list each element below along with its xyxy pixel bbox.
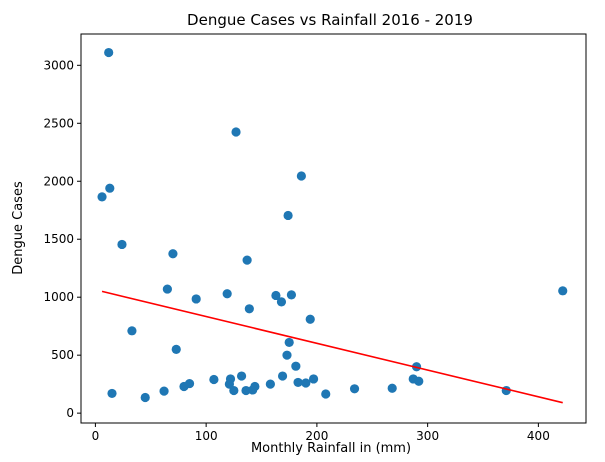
chart-title: Dengue Cases vs Rainfall 2016 - 2019 [187,11,473,29]
data-point-24 [244,304,254,314]
data-point-13 [184,378,195,389]
data-point-9 [162,284,172,294]
x-tick-label-100: 100 [195,429,218,443]
data-point-41 [321,389,331,399]
plot-area [97,47,568,404]
data-point-35 [291,361,301,371]
y-tick-label-500: 500 [51,348,74,362]
data-point-18 [225,374,236,384]
y-tick-label-2500: 2500 [43,116,74,130]
data-point-16 [222,289,232,299]
data-point-33 [284,337,294,348]
data-point-29 [276,297,287,307]
data-point-1 [97,192,107,202]
data-point-30 [277,371,288,381]
data-point-36 [293,377,303,388]
data-point-21 [236,371,247,381]
x-tick-label-400: 400 [527,429,550,443]
data-point-39 [305,314,315,324]
data-point-40 [308,374,319,384]
y-axis: 0 500 1000 1500 2000 2500 3000 [43,58,81,420]
x-tick-label-300: 300 [416,429,439,443]
data-point-26 [250,381,260,392]
y-tick-label-3000: 3000 [43,58,74,72]
data-point-5 [117,239,127,250]
y-tick-label-2000: 2000 [43,174,74,188]
data-point-20 [231,127,241,137]
data-point-19 [229,385,239,396]
data-point-43 [387,383,397,393]
data-point-6 [127,326,137,336]
x-tick-label-200: 200 [305,429,328,443]
y-axis-label: Dengue Cases [11,181,26,275]
data-point-22 [241,385,251,396]
data-point-28 [271,290,281,301]
y-tick-label-1000: 1000 [43,290,74,304]
data-point-7 [140,392,150,403]
x-axis-label: Monthly Rainfall in (mm) [251,441,411,456]
data-point-11 [171,344,181,354]
x-tick-label-0: 0 [92,429,100,443]
plot-frame [80,33,587,424]
data-point-42 [349,384,360,394]
data-point-15 [209,374,219,385]
data-point-31 [282,350,292,360]
data-point-3 [105,183,115,193]
data-point-4 [107,388,117,399]
data-point-46 [414,376,424,386]
data-point-48 [558,286,568,296]
x-axis: 0 100 200 300 400 [92,423,550,443]
data-point-23 [242,255,252,265]
y-tick-label-1500: 1500 [43,232,74,246]
data-point-8 [159,386,169,396]
data-point-27 [265,379,275,389]
data-point-10 [168,249,178,259]
data-point-34 [286,290,297,300]
data-point-38 [301,378,311,388]
data-point-32 [283,210,293,221]
data-point-37 [296,171,306,181]
y-tick-label-0: 0 [66,406,74,420]
trend-line [101,290,563,404]
data-point-14 [191,294,201,304]
data-point-2 [104,47,114,58]
